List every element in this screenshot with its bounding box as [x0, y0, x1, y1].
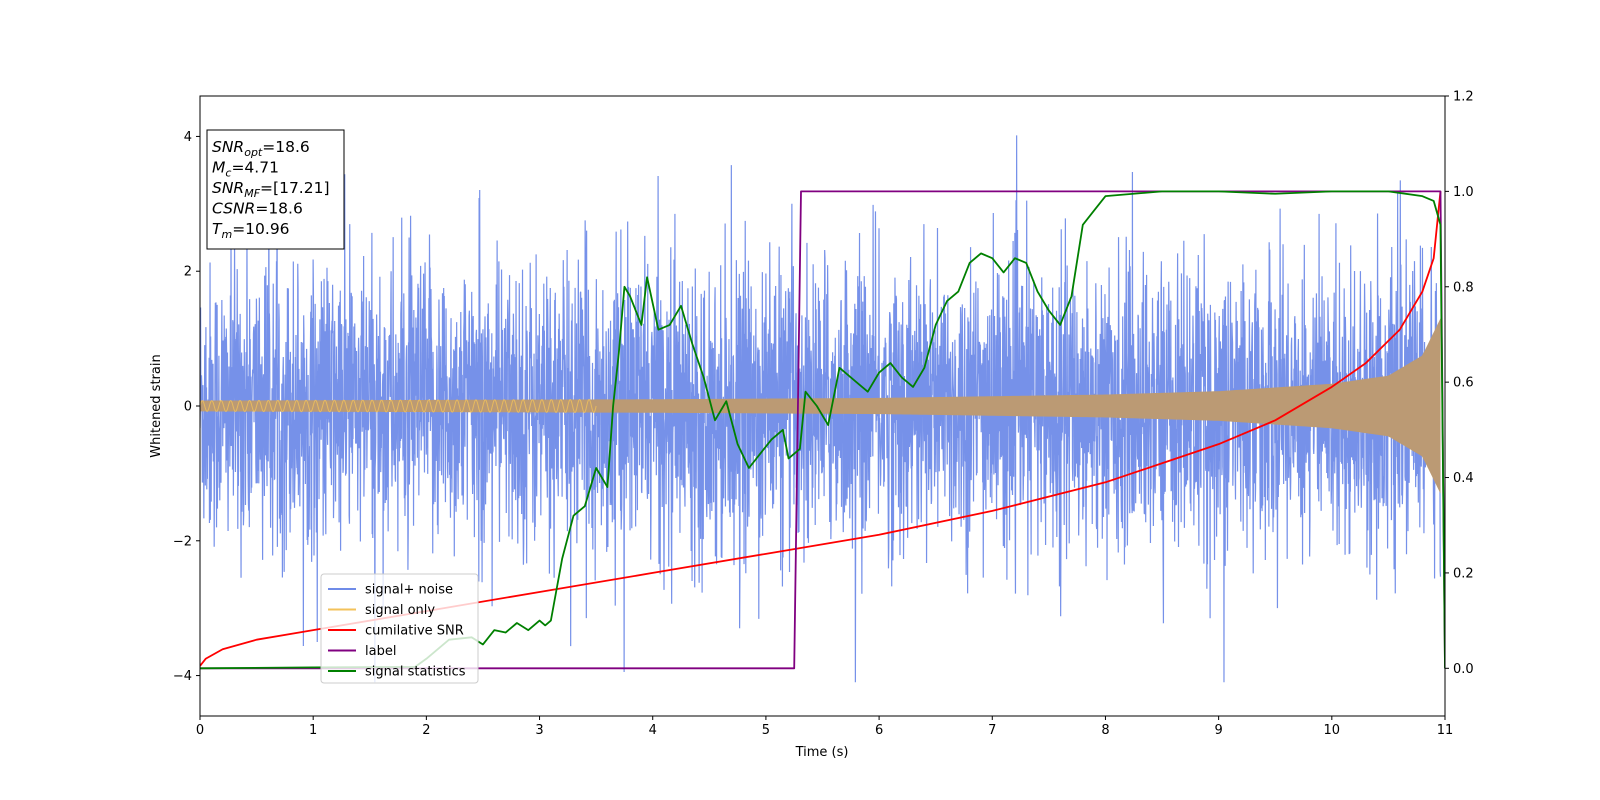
y2-tick-label: 0.4 — [1453, 471, 1474, 486]
legend-label: signal+ noise — [365, 583, 453, 598]
annotation-line: Mc=4.71 — [212, 159, 279, 180]
y-axis-label: Whitened strain — [149, 354, 164, 457]
x-tick-label: 4 — [649, 723, 657, 738]
legend: signal+ noise signal only cumilative SNR la… — [320, 573, 479, 684]
y2-tick-label: 1.2 — [1453, 90, 1474, 105]
x-tick-label: 2 — [422, 723, 430, 738]
y2-tick-label: 1.0 — [1453, 185, 1474, 200]
y-tick-label: 4 — [184, 130, 192, 145]
x-tick-label: 11 — [1437, 723, 1454, 738]
x-tick-label: 5 — [762, 723, 770, 738]
x-tick-label: 0 — [196, 723, 204, 738]
annotation-line: Tm=10.96 — [212, 220, 290, 241]
x-axis-label: Time (s) — [795, 745, 849, 760]
y-tick-label: 0 — [184, 400, 192, 415]
y2-tick-label: 0.6 — [1453, 376, 1474, 391]
legend-label: signal statistics — [365, 665, 466, 680]
legend-label: label — [365, 644, 396, 659]
series-signal-noise — [200, 135, 1442, 683]
y2-tick-label: 0.0 — [1453, 662, 1474, 677]
series-cumulative-snr — [200, 191, 1442, 667]
annotation-line: SNRMF=[17.21] — [212, 179, 330, 200]
y2-tick-label: 0.8 — [1453, 280, 1474, 295]
series-signal-only-wave — [200, 398, 597, 414]
series-signal-only — [200, 318, 1441, 494]
y-tick-label: 2 — [184, 265, 192, 280]
y-tick-label: −2 — [173, 534, 192, 549]
y2-tick-label: 0.2 — [1453, 566, 1474, 581]
x-tick-label: 3 — [535, 723, 543, 738]
annotation-line: CSNR=18.6 — [212, 200, 303, 218]
series-signal-statistics — [200, 190, 1445, 670]
legend-label: cumilative SNR — [365, 624, 464, 639]
legend-label: signal only — [365, 603, 435, 618]
x-tick-label: 6 — [875, 723, 883, 738]
x-tick-label: 10 — [1324, 723, 1341, 738]
x-tick-label: 7 — [988, 723, 996, 738]
y-tick-label: −4 — [173, 669, 192, 684]
x-tick-label: 1 — [309, 723, 317, 738]
x-tick-label: 9 — [1214, 723, 1222, 738]
annotation-box: SNRopt=18.6Mc=4.71SNRMF=[17.21]CSNR=18.6… — [206, 129, 345, 250]
annotation-line: SNRopt=18.6 — [212, 138, 310, 159]
x-tick-label: 8 — [1101, 723, 1109, 738]
